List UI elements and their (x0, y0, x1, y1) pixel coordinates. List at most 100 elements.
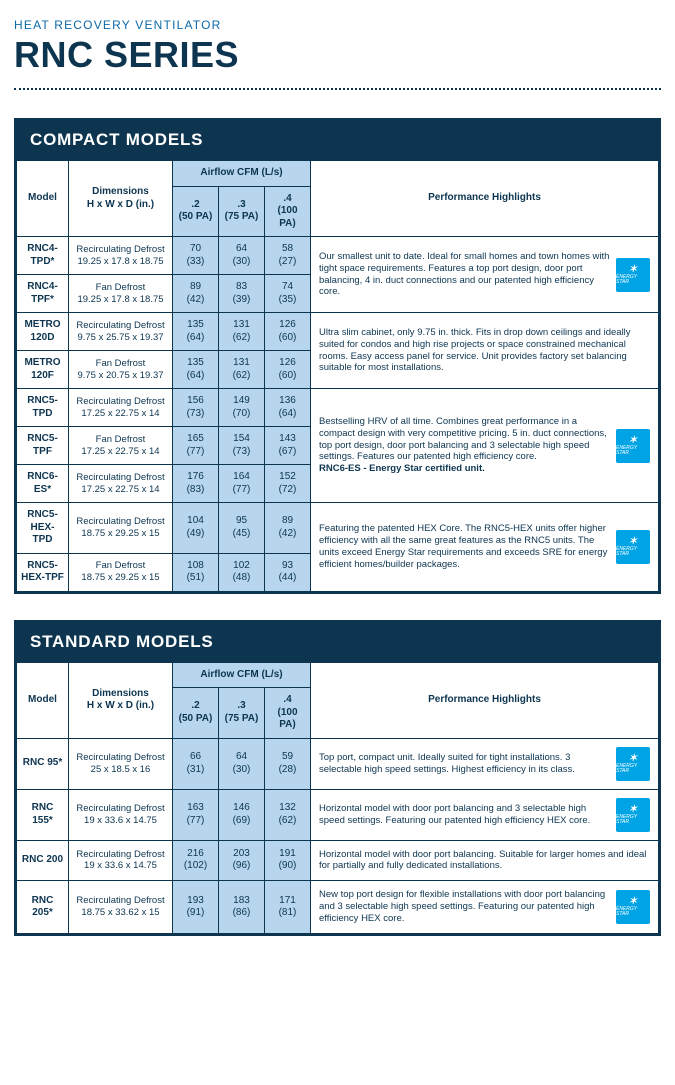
model-cell: RNC5-TPD (17, 389, 69, 427)
section: COMPACT MODELS Model DimensionsH x W x D… (14, 118, 661, 594)
airflow-cell: 83(39) (219, 275, 265, 313)
airflow-cell: 104(49) (173, 503, 219, 554)
spec-table: Model DimensionsH x W x D (in.) Airflow … (16, 662, 659, 934)
airflow-cell: 136(64) (265, 389, 311, 427)
energy-star-icon: ✶ENERGY STAR (616, 429, 650, 463)
dimensions-cell: Recirculating Defrost17.25 x 22.75 x 14 (69, 465, 173, 503)
airflow-cell: 66(31) (173, 738, 219, 789)
table-row: METRO 120D Recirculating Defrost9.75 x 2… (17, 313, 659, 351)
airflow-cell: 216(102) (173, 840, 219, 881)
airflow-cell: 59(28) (265, 738, 311, 789)
table-row: RNC 200 Recirculating Defrost19 x 33.6 x… (17, 840, 659, 881)
airflow-cell: 156(73) (173, 389, 219, 427)
model-cell: RNC 155* (17, 789, 69, 840)
col-header-pa2: .3(75 PA) (219, 186, 265, 237)
airflow-cell: 108(51) (173, 553, 219, 591)
highlight-text: Featuring the patented HEX Core. The RNC… (319, 523, 610, 571)
section: STANDARD MODELS Model DimensionsH x W x … (14, 620, 661, 936)
model-cell: RNC4-TPF* (17, 275, 69, 313)
highlight-text: Ultra slim cabinet, only 9.75 in. thick.… (319, 327, 650, 375)
dimensions-cell: Recirculating Defrost19.25 x 17.8 x 18.7… (69, 237, 173, 275)
energy-star-icon: ✶ENERGY STAR (616, 747, 650, 781)
highlight-cell: Bestselling HRV of all time. Combines gr… (311, 389, 659, 503)
airflow-cell: 171(81) (265, 881, 311, 934)
table-row: RNC 155* Recirculating Defrost19 x 33.6 … (17, 789, 659, 840)
airflow-cell: 89(42) (265, 503, 311, 554)
spec-table: Model DimensionsH x W x D (in.) Airflow … (16, 160, 659, 592)
model-cell: RNC4-TPD* (17, 237, 69, 275)
dimensions-cell: Fan Defrost19.25 x 17.8 x 18.75 (69, 275, 173, 313)
col-header-pa1: .2(50 PA) (173, 688, 219, 739)
airflow-cell: 126(60) (265, 313, 311, 351)
airflow-cell: 203(96) (219, 840, 265, 881)
airflow-cell: 95(45) (219, 503, 265, 554)
airflow-cell: 74(35) (265, 275, 311, 313)
table-row: RNC5-TPD Recirculating Defrost17.25 x 22… (17, 389, 659, 427)
col-header-dimensions: DimensionsH x W x D (in.) (69, 662, 173, 738)
airflow-cell: 93(44) (265, 553, 311, 591)
airflow-cell: 64(30) (219, 738, 265, 789)
energy-star-icon: ✶ENERGY STAR (616, 258, 650, 292)
airflow-cell: 191(90) (265, 840, 311, 881)
pre-title: HEAT RECOVERY VENTILATOR (14, 18, 661, 32)
col-header-pa3: .4(100 PA) (265, 186, 311, 237)
airflow-cell: 149(70) (219, 389, 265, 427)
highlight-cell: New top port design for flexible install… (311, 881, 659, 934)
airflow-cell: 70(33) (173, 237, 219, 275)
airflow-cell: 131(62) (219, 351, 265, 389)
dimensions-cell: Fan Defrost17.25 x 22.75 x 14 (69, 427, 173, 465)
table-row: RNC 205* Recirculating Defrost18.75 x 33… (17, 881, 659, 934)
dimensions-cell: Recirculating Defrost18.75 x 33.62 x 15 (69, 881, 173, 934)
model-cell: RNC 205* (17, 881, 69, 934)
highlight-text: Horizontal model with door port balancin… (319, 803, 610, 827)
model-cell: RNC5-TPF (17, 427, 69, 465)
airflow-cell: 152(72) (265, 465, 311, 503)
energy-star-icon: ✶ENERGY STAR (616, 798, 650, 832)
col-header-pa1: .2(50 PA) (173, 186, 219, 237)
highlight-cell: Top port, compact unit. Ideally suited f… (311, 738, 659, 789)
model-cell: RNC5-HEX-TPD (17, 503, 69, 554)
energy-star-icon: ✶ENERGY STAR (616, 530, 650, 564)
model-cell: RNC5-HEX-TPF (17, 553, 69, 591)
airflow-cell: 183(86) (219, 881, 265, 934)
highlight-text: Our smallest unit to date. Ideal for sma… (319, 251, 610, 299)
model-cell: RNC 95* (17, 738, 69, 789)
highlight-cell: Horizontal model with door port balancin… (311, 840, 659, 881)
airflow-cell: 135(64) (173, 313, 219, 351)
dimensions-cell: Recirculating Defrost19 x 33.6 x 14.75 (69, 840, 173, 881)
divider-dotted (14, 88, 661, 90)
airflow-cell: 165(77) (173, 427, 219, 465)
airflow-cell: 193(91) (173, 881, 219, 934)
highlight-cell: Featuring the patented HEX Core. The RNC… (311, 503, 659, 592)
highlight-cell: Horizontal model with door port balancin… (311, 789, 659, 840)
col-header-model: Model (17, 161, 69, 237)
airflow-cell: 89(42) (173, 275, 219, 313)
col-header-airflow: Airflow CFM (L/s) (173, 662, 311, 688)
col-header-model: Model (17, 662, 69, 738)
table-row: RNC 95* Recirculating Defrost25 x 18.5 x… (17, 738, 659, 789)
dimensions-cell: Recirculating Defrost25 x 18.5 x 16 (69, 738, 173, 789)
airflow-cell: 143(67) (265, 427, 311, 465)
dimensions-cell: Fan Defrost9.75 x 20.75 x 19.37 (69, 351, 173, 389)
highlight-cell: Ultra slim cabinet, only 9.75 in. thick.… (311, 313, 659, 389)
airflow-cell: 146(69) (219, 789, 265, 840)
airflow-cell: 64(30) (219, 237, 265, 275)
model-cell: METRO 120F (17, 351, 69, 389)
highlight-text: Bestselling HRV of all time. Combines gr… (319, 416, 610, 475)
airflow-cell: 131(62) (219, 313, 265, 351)
table-row: RNC5-HEX-TPD Recirculating Defrost18.75 … (17, 503, 659, 554)
model-cell: RNC 200 (17, 840, 69, 881)
col-header-dimensions: DimensionsH x W x D (in.) (69, 161, 173, 237)
section-title: STANDARD MODELS (16, 622, 659, 662)
highlight-text: Top port, compact unit. Ideally suited f… (319, 752, 610, 776)
dimensions-cell: Recirculating Defrost17.25 x 22.75 x 14 (69, 389, 173, 427)
col-header-highlights: Performance Highlights (311, 662, 659, 738)
col-header-airflow: Airflow CFM (L/s) (173, 161, 311, 187)
table-row: RNC4-TPD* Recirculating Defrost19.25 x 1… (17, 237, 659, 275)
airflow-cell: 154(73) (219, 427, 265, 465)
highlight-text: Horizontal model with door port balancin… (319, 849, 650, 873)
airflow-cell: 163(77) (173, 789, 219, 840)
dimensions-cell: Recirculating Defrost18.75 x 29.25 x 15 (69, 503, 173, 554)
col-header-highlights: Performance Highlights (311, 161, 659, 237)
dimensions-cell: Recirculating Defrost9.75 x 25.75 x 19.3… (69, 313, 173, 351)
